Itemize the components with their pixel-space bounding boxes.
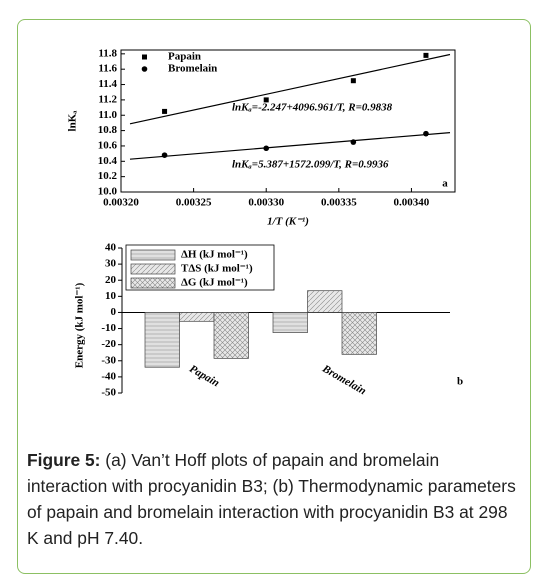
y-tick-label: -40: [101, 370, 116, 382]
y-tick-label: 10.8: [98, 124, 118, 136]
fit-annotation: lnKₐ=5.387+1572.099/T, R=0.9936: [232, 159, 389, 171]
bar: [341, 312, 377, 355]
point: [423, 52, 429, 58]
y-tick-label: -50: [101, 387, 116, 399]
legend-frame: [125, 244, 275, 291]
bar: [179, 312, 215, 322]
point: [263, 145, 270, 152]
panel-label: a: [442, 178, 448, 190]
x-tick-label: Papain: [187, 363, 221, 390]
point: [423, 130, 429, 137]
point: [350, 78, 356, 84]
y-tick-label: 11.2: [98, 93, 117, 105]
x-tick-label: Bromelain: [319, 362, 368, 397]
fit-annotation: lnKₐ=-2.247+4096.961/T, R=0.9838: [232, 102, 393, 114]
y-axis-label: lnKₐ: [67, 110, 79, 132]
legend-swatch: [130, 277, 176, 289]
bar: [307, 290, 343, 313]
x-tick-label: 0.00335: [321, 197, 357, 209]
y-tick-label: 10.2: [98, 170, 118, 182]
point: [161, 152, 168, 158]
legend-marker: [141, 66, 148, 72]
caption-text: (a) Van’t Hoff plots of papain and brome…: [27, 450, 516, 548]
bar: [307, 290, 343, 313]
plot-frame: [120, 49, 456, 193]
y-tick-label: 11.4: [98, 78, 117, 90]
y-axis-label: Energy (kJ mol⁻¹): [74, 282, 86, 368]
bar: [144, 312, 180, 368]
legend-label: ΔG (kJ mol⁻¹): [181, 277, 248, 289]
fit-line: [129, 132, 451, 160]
legend-label: Bromelain: [168, 63, 217, 75]
y-tick-label: 11.6: [98, 63, 117, 75]
bar: [213, 312, 249, 359]
y-tick-label: -30: [101, 354, 116, 366]
y-tick-label: 20: [105, 274, 117, 286]
y-tick-label: 10.6: [98, 139, 118, 151]
legend-marker: [142, 54, 147, 60]
x-tick-label: 0.00330: [248, 197, 284, 209]
figure: 10.0 10.2 10.4 10.6 10.8 11.0 11.2 11.4 11.6 11.8…: [67, 47, 464, 399]
legend-label: ΔH (kJ mol⁻¹): [181, 249, 248, 261]
bar: [272, 312, 308, 333]
legend-swatch: [130, 263, 176, 275]
point: [350, 139, 357, 145]
point: [263, 97, 269, 103]
fit-line: [129, 53, 451, 125]
x-axis-label: 1/T (K⁻¹): [267, 216, 309, 228]
y-tick-label: 10.0: [98, 186, 118, 198]
y-tick-label: 10: [105, 290, 117, 302]
y-tick-label: 11.8: [98, 47, 117, 59]
y-tick-label: 40: [105, 242, 117, 254]
y-tick-label: 11.0: [98, 109, 117, 121]
figure-frame: [17, 19, 531, 574]
y-tick-label: -10: [101, 322, 116, 334]
bar: [341, 312, 377, 355]
x-tick-label: 0.00325: [176, 197, 212, 209]
y-tick-label: 0: [111, 306, 117, 318]
bar: [144, 312, 180, 368]
x-tick-label: 0.00320: [103, 197, 139, 209]
x-tick-label: 0.00340: [394, 197, 430, 209]
caption: Figure 5: (a) Van’t Hoff plots of papain…: [27, 447, 522, 551]
point: [162, 108, 168, 114]
y-tick-label: -20: [101, 338, 116, 350]
bar: [213, 312, 249, 359]
caption-label: Figure 5:: [27, 450, 101, 470]
legend-swatch: [130, 249, 176, 261]
y-tick-label: 30: [105, 258, 117, 270]
bar: [179, 312, 215, 322]
panel-label: b: [457, 376, 463, 388]
legend-label: TΔS (kJ mol⁻¹): [181, 263, 253, 275]
y-tick-label: 10.4: [98, 155, 118, 167]
legend-label: Papain: [168, 51, 201, 63]
bar: [272, 312, 308, 333]
